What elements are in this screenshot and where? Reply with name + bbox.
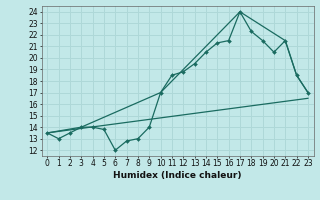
X-axis label: Humidex (Indice chaleur): Humidex (Indice chaleur) xyxy=(113,171,242,180)
